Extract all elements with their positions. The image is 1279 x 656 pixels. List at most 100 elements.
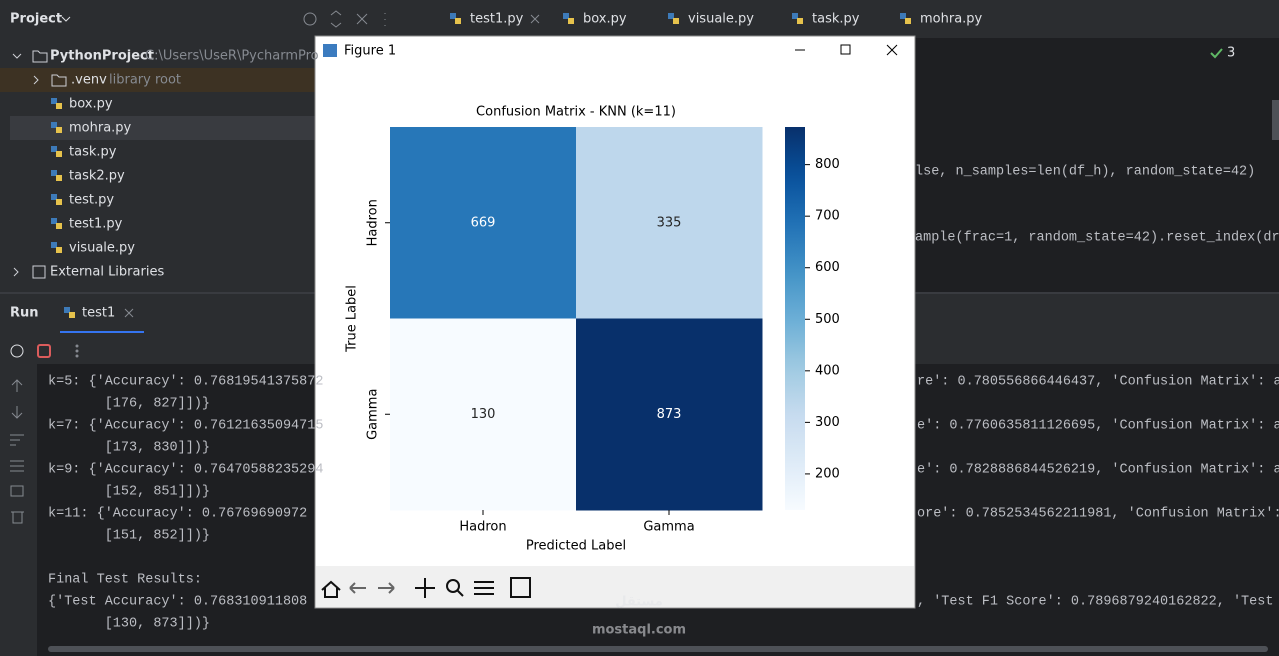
active-tab-underline (60, 331, 144, 333)
output-line: k=9: {'Accuracy': 0.76470588235294 (48, 463, 323, 478)
tree-file[interactable]: test.py (69, 193, 114, 208)
folder-icon (51, 74, 67, 87)
py-icon (51, 122, 57, 128)
py-icon (56, 223, 62, 229)
code-line: ample(frac=1, random_state=42).reset_ind… (915, 231, 1279, 246)
colorbar-tick-label: 600 (815, 260, 840, 275)
x-tick-label: Hadron (459, 520, 506, 535)
cell-label: 873 (657, 407, 682, 422)
output-line: Final Test Results: (48, 573, 202, 588)
py-icon (51, 194, 57, 200)
py-icon (56, 247, 62, 253)
cell-label: 130 (471, 407, 496, 422)
watermark-latin: mostaql.com (592, 623, 686, 638)
app-icon (323, 44, 337, 57)
tree-arrow (12, 53, 22, 59)
chart-title: Confusion Matrix - KNN (k=11) (476, 105, 676, 120)
output-line: [151, 852]])} (48, 529, 210, 544)
editor-tab[interactable]: visuale.py (688, 12, 754, 27)
project-title[interactable]: Project (10, 12, 62, 27)
colorbar-tick-label: 200 (815, 466, 840, 481)
output-line: , 'Test F1 Score': 0.7896879240162822, '… (917, 595, 1279, 610)
py-icon (673, 18, 679, 24)
output-line: k=5: {'Accuracy': 0.76819541375872 (48, 375, 323, 390)
cell-label: 669 (471, 215, 496, 230)
y-tick-label: Hadron (366, 199, 381, 246)
run-title[interactable]: Run (10, 306, 39, 321)
colorbar-tick-label: 800 (815, 157, 840, 172)
py-icon (792, 13, 798, 19)
tab-bar (436, 0, 1279, 38)
tree-note: library root (109, 73, 181, 88)
close-tab (530, 14, 540, 24)
py-icon (56, 151, 62, 157)
py-icon (51, 146, 57, 152)
colorbar-tick-label: 400 (815, 363, 840, 378)
rerun-icon[interactable] (10, 344, 24, 358)
editor-tab[interactable]: box.py (583, 12, 627, 27)
py-icon (51, 242, 57, 248)
py-icon (56, 103, 62, 109)
check-icon (1210, 48, 1223, 59)
tree-file[interactable]: task2.py (69, 169, 125, 184)
folder-icon (32, 50, 48, 63)
watermark-arabic: مستقل (615, 595, 663, 610)
output-line: e': 0.7760635811126695, 'Confusion Matri… (917, 419, 1279, 434)
output-line: k=11: {'Accuracy': 0.76769690972 (48, 507, 307, 522)
tree-file[interactable]: visuale.py (69, 241, 135, 256)
inspection-count[interactable]: 3 (1227, 46, 1235, 61)
tree-venv: .venv (71, 73, 107, 88)
output-line: ore': 0.7852534562211981, 'Confusion Mat… (917, 507, 1279, 522)
output-line: [173, 830]])} (48, 441, 210, 456)
py-icon (51, 170, 57, 176)
cell-label: 335 (657, 215, 682, 230)
py-icon (568, 18, 574, 24)
tree-arrow (33, 75, 39, 85)
y-axis-label: True Label (345, 285, 360, 353)
mpl-toolbar[interactable] (321, 577, 531, 598)
run-side (0, 364, 37, 656)
py-icon (450, 13, 456, 19)
code-line: lse, n_samples=len(df_h), random_state=4… (915, 165, 1255, 180)
editor-tab[interactable]: task.py (812, 12, 860, 27)
heatmap: 669 335 130 873 Hadron Gamma Hadron Gamma Confus… (345, 105, 840, 554)
side-icons[interactable] (10, 379, 24, 524)
colorbar-tick-label: 300 (815, 415, 840, 430)
tree-file[interactable]: box.py (69, 97, 113, 112)
toolbar-bg (316, 566, 914, 607)
x-axis-label: Predicted Label (526, 539, 626, 554)
py-icon (900, 13, 906, 19)
y-tick-label: Gamma (366, 389, 381, 440)
editor-tab[interactable]: mohra.py (920, 12, 983, 27)
heatmap-cell (390, 318, 577, 511)
output-line: [130, 873]])} (48, 617, 210, 632)
tree-file[interactable]: task.py (69, 145, 117, 160)
window-controls[interactable] (795, 44, 898, 56)
output-line: [176, 827]])} (48, 397, 210, 412)
panel-icons (303, 10, 386, 28)
colorbar-tick-label: 500 (815, 312, 840, 327)
stop-icon[interactable] (37, 344, 51, 358)
tree-file[interactable]: mohra.py (69, 121, 132, 136)
window-title: Figure 1 (344, 44, 396, 59)
py-icon (563, 13, 569, 19)
more-icon[interactable] (75, 344, 79, 358)
tree-file[interactable]: test1.py (69, 217, 123, 232)
editor-tab[interactable]: test1.py (470, 12, 524, 27)
close-tab[interactable] (124, 308, 134, 318)
x-tick-label: Gamma (643, 520, 694, 535)
py-icon (797, 18, 803, 24)
py-icon (905, 18, 911, 24)
run-tab[interactable]: test1 (82, 306, 115, 321)
py-icon (51, 98, 57, 104)
tree-path: C:\Users\UseR\PycharmPro (145, 49, 319, 64)
dropdown[interactable] (61, 16, 71, 22)
library-icon (32, 265, 46, 279)
h-scrollbar (48, 646, 1268, 652)
py-icon (455, 18, 461, 24)
py-icon (668, 13, 674, 19)
py-icon (56, 199, 62, 205)
scrollbar (1272, 100, 1279, 140)
output-line: {'Test Accuracy': 0.768310911808 (48, 595, 307, 610)
